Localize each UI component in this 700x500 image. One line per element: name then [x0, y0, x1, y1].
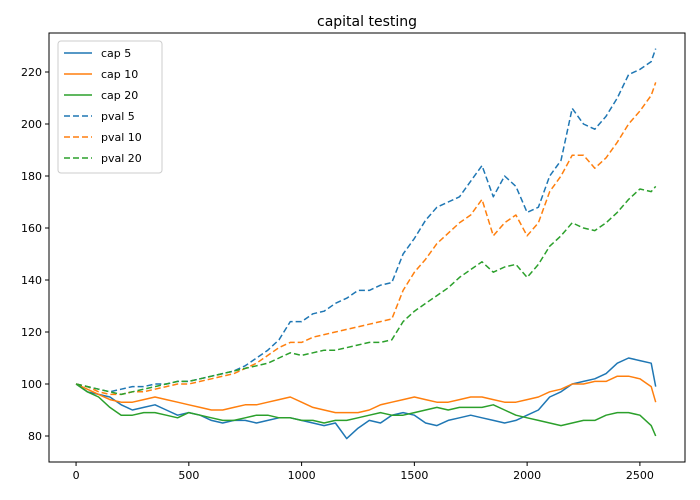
y-tick-label: 200 — [21, 118, 42, 131]
x-axis: 0 500 1000 1500 2000 2500 — [73, 462, 654, 482]
x-tick-label: 0 — [73, 469, 80, 482]
y-tick-label: 180 — [21, 170, 42, 183]
y-axis: 80 100 120 140 160 180 200 220 — [21, 66, 49, 443]
y-tick-label: 220 — [21, 66, 42, 79]
series-line-cap-20 — [75, 383, 657, 437]
plot-lines — [75, 48, 657, 440]
series-line-cap-5 — [75, 357, 657, 440]
x-tick-label: 500 — [178, 469, 199, 482]
series-line-cap-10 — [75, 375, 657, 414]
y-tick-label: 140 — [21, 274, 42, 287]
x-tick-label: 1000 — [288, 469, 316, 482]
y-tick-label: 120 — [21, 326, 42, 339]
legend-label-cap-10: cap 10 — [101, 68, 138, 81]
y-tick-label: 160 — [21, 222, 42, 235]
plot-frame — [48, 32, 686, 463]
series-line-pval-20 — [75, 185, 657, 396]
legend-label-cap-20: cap 20 — [101, 89, 138, 102]
legend-label-pval-10: pval 10 — [101, 131, 142, 144]
legend-label-pval-20: pval 20 — [101, 152, 142, 165]
y-tick-label: 80 — [28, 430, 42, 443]
x-tick-label: 2500 — [626, 469, 654, 482]
x-tick-label: 2000 — [513, 469, 541, 482]
x-tick-label: 1500 — [400, 469, 428, 482]
chart-title: capital testing — [317, 14, 417, 30]
y-tick-label: 100 — [21, 378, 42, 391]
series-line-pval-10 — [75, 82, 657, 396]
legend-label-cap-5: cap 5 — [101, 47, 131, 60]
legend: cap 5 cap 10 cap 20 pval 5 pval 10 pval 20 — [57, 40, 163, 174]
legend-label-pval-5: pval 5 — [101, 110, 135, 123]
